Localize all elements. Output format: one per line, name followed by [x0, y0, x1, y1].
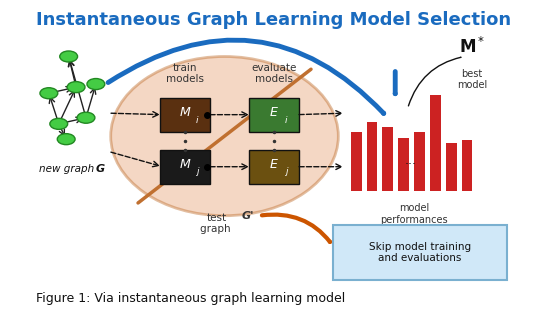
Circle shape	[40, 88, 58, 99]
Circle shape	[87, 78, 105, 90]
Bar	[351, 132, 362, 191]
FancyBboxPatch shape	[333, 225, 506, 280]
Text: Instantaneous Graph Learning Model Selection: Instantaneous Graph Learning Model Selec…	[36, 11, 512, 29]
Text: $E$: $E$	[269, 158, 279, 171]
Text: $E$: $E$	[269, 106, 279, 119]
Text: $j$: $j$	[195, 165, 200, 178]
Text: G': G'	[242, 211, 254, 221]
Bar	[398, 138, 409, 191]
Circle shape	[60, 51, 78, 62]
Text: train
models: train models	[166, 63, 204, 84]
Circle shape	[67, 82, 85, 93]
FancyBboxPatch shape	[249, 98, 299, 131]
Text: $M$: $M$	[179, 158, 191, 171]
Text: evaluate
models: evaluate models	[252, 63, 296, 84]
FancyArrowPatch shape	[262, 215, 330, 242]
FancyBboxPatch shape	[160, 150, 210, 184]
FancyArrowPatch shape	[408, 57, 461, 106]
Circle shape	[77, 112, 95, 123]
Text: Figure 1: Via instantaneous graph learning model: Figure 1: Via instantaneous graph learni…	[37, 292, 346, 305]
Bar	[414, 132, 425, 191]
Bar	[367, 122, 378, 191]
Bar	[383, 127, 393, 191]
Text: $\mathbf{M}^*$: $\mathbf{M}^*$	[459, 37, 485, 57]
Bar	[461, 140, 472, 191]
Text: G: G	[96, 164, 105, 174]
Text: model
performances: model performances	[380, 203, 448, 225]
Text: $j$: $j$	[284, 165, 289, 178]
Bar	[430, 95, 441, 191]
Text: test
graph: test graph	[200, 213, 234, 234]
Bar	[446, 143, 456, 191]
Circle shape	[50, 118, 67, 129]
Text: $M$: $M$	[179, 106, 191, 119]
Text: best
model: best model	[457, 69, 487, 90]
Circle shape	[58, 134, 75, 145]
Ellipse shape	[111, 56, 338, 216]
Text: $i$: $i$	[284, 114, 289, 125]
FancyBboxPatch shape	[160, 98, 210, 131]
FancyBboxPatch shape	[249, 150, 299, 184]
FancyArrowPatch shape	[108, 40, 384, 113]
Text: Skip model training
and evaluations: Skip model training and evaluations	[369, 241, 471, 263]
Text: $i$: $i$	[195, 114, 199, 125]
Text: ...: ...	[405, 154, 417, 167]
Text: new graph: new graph	[39, 164, 98, 174]
